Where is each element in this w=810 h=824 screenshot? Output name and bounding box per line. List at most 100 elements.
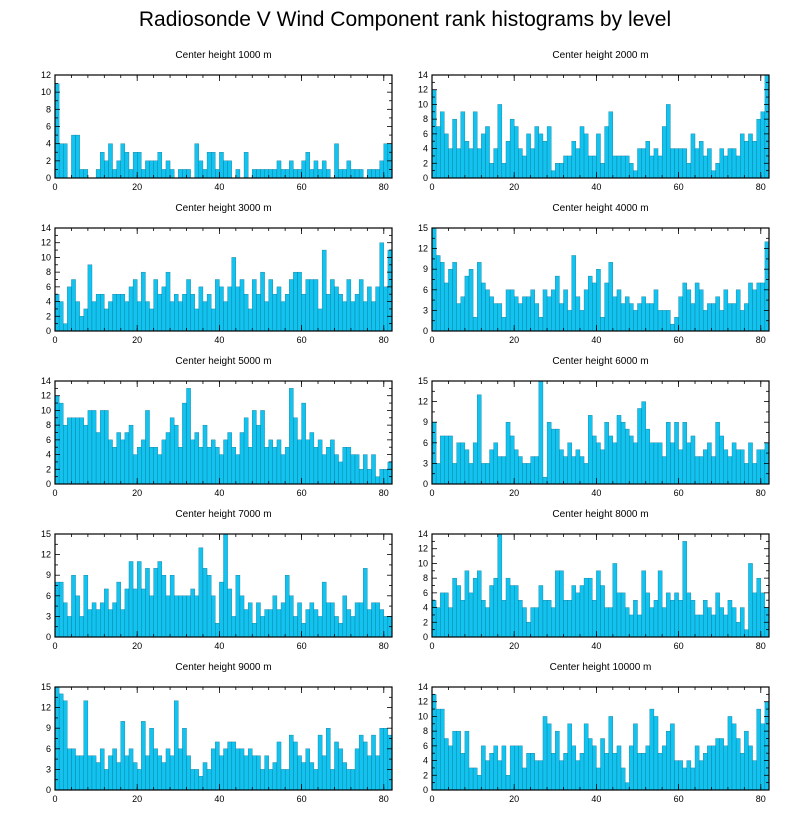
histogram-bar bbox=[367, 169, 372, 179]
histogram-bar bbox=[633, 723, 638, 791]
histogram-bar bbox=[264, 609, 269, 638]
x-tick-label: 20 bbox=[132, 488, 142, 498]
histogram-bar bbox=[268, 169, 273, 179]
histogram-bar bbox=[284, 294, 290, 332]
x-tick-label: 60 bbox=[674, 488, 684, 498]
histogram-bar bbox=[711, 170, 716, 179]
y-tick-label: 6 bbox=[46, 435, 51, 445]
histogram-bar bbox=[633, 442, 638, 485]
histogram-bar bbox=[116, 294, 121, 332]
histogram-bar bbox=[612, 296, 618, 332]
histogram-bar bbox=[608, 716, 614, 791]
histogram-bar bbox=[297, 755, 302, 791]
histogram-bar bbox=[452, 262, 457, 332]
histogram-bar bbox=[358, 734, 364, 791]
histogram-bar bbox=[210, 748, 216, 791]
y-tick-label: 12 bbox=[418, 244, 428, 254]
histogram-bar bbox=[583, 577, 589, 638]
histogram-bar bbox=[153, 447, 158, 485]
histogram-bar bbox=[694, 148, 700, 179]
histogram-bar bbox=[530, 148, 535, 179]
histogram-bar bbox=[342, 595, 347, 638]
y-tick-label: 10 bbox=[418, 711, 428, 721]
histogram-bar bbox=[174, 424, 179, 485]
histogram-bar bbox=[231, 257, 237, 332]
x-tick-label: 80 bbox=[379, 488, 389, 498]
histogram-bar bbox=[141, 721, 146, 791]
histogram-bar bbox=[174, 595, 179, 638]
x-tick-label: 40 bbox=[591, 641, 601, 651]
histogram-bar bbox=[698, 289, 704, 332]
histogram-bar bbox=[354, 748, 360, 791]
histogram-bar bbox=[674, 148, 679, 179]
histogram-bar bbox=[223, 439, 228, 485]
x-tick-label: 40 bbox=[214, 641, 224, 651]
histogram-bar bbox=[485, 463, 490, 485]
histogram-bar bbox=[587, 275, 593, 332]
histogram-bar bbox=[330, 602, 335, 638]
histogram-bar bbox=[489, 296, 494, 332]
histogram-bar bbox=[260, 169, 265, 179]
histogram-bar bbox=[719, 148, 724, 179]
histogram-bar bbox=[194, 308, 200, 332]
y-tick-label: 2 bbox=[423, 770, 428, 780]
histogram-bar bbox=[452, 118, 457, 179]
histogram-bar bbox=[592, 745, 597, 791]
histogram-bar bbox=[653, 289, 659, 332]
histogram-bar bbox=[363, 454, 368, 485]
histogram-bar bbox=[727, 716, 733, 791]
histogram-bar bbox=[301, 160, 306, 179]
histogram-bar bbox=[272, 595, 278, 638]
histogram-bar bbox=[317, 308, 323, 332]
histogram-bar bbox=[293, 741, 298, 791]
histogram-bar bbox=[645, 303, 650, 332]
histogram-bar bbox=[620, 767, 626, 791]
x-tick-label: 0 bbox=[52, 794, 57, 804]
histogram-bar bbox=[567, 600, 572, 638]
histogram-bar bbox=[481, 600, 486, 638]
histogram-bar bbox=[472, 317, 478, 332]
histogram-bar bbox=[145, 568, 150, 638]
histogram-bar bbox=[526, 753, 531, 791]
y-tick-label: 8 bbox=[423, 726, 428, 736]
histogram-bar bbox=[698, 456, 704, 485]
histogram-bar bbox=[637, 148, 642, 179]
x-tick-label: 40 bbox=[591, 488, 601, 498]
histogram-bar bbox=[104, 769, 109, 791]
histogram-bar bbox=[670, 723, 675, 791]
histogram-bar bbox=[604, 753, 609, 791]
histogram-bar bbox=[460, 296, 466, 332]
histogram-bar bbox=[379, 728, 384, 791]
histogram-bar bbox=[731, 303, 737, 332]
histogram-bar bbox=[268, 769, 273, 791]
histogram-bar bbox=[206, 152, 212, 179]
histogram-bar bbox=[153, 748, 158, 791]
histogram-bar bbox=[132, 279, 138, 332]
histogram-bar bbox=[435, 708, 441, 791]
histogram-bar bbox=[383, 616, 389, 638]
histogram-bar bbox=[104, 588, 109, 638]
histogram-bar bbox=[464, 141, 470, 179]
histogram-bar bbox=[75, 755, 80, 791]
y-tick-label: 0 bbox=[46, 479, 51, 489]
histogram-bar bbox=[161, 439, 167, 485]
histogram-bar bbox=[534, 456, 540, 485]
histogram-bar bbox=[505, 141, 511, 179]
y-tick-label: 8 bbox=[423, 114, 428, 124]
histogram-bar bbox=[194, 595, 200, 638]
histogram-bar bbox=[526, 622, 531, 638]
histogram-bar bbox=[321, 454, 327, 485]
histogram-bar bbox=[182, 169, 187, 179]
histogram-bar bbox=[309, 279, 315, 332]
histogram-bar bbox=[452, 730, 457, 791]
y-tick-label: 6 bbox=[46, 591, 51, 601]
histogram-bar bbox=[670, 442, 675, 485]
y-tick-label: 2 bbox=[46, 156, 51, 166]
histogram-bar bbox=[280, 602, 286, 638]
x-tick-label: 40 bbox=[591, 794, 601, 804]
histogram-bar bbox=[206, 769, 212, 791]
histogram-bar bbox=[239, 748, 245, 791]
histogram-bar bbox=[707, 148, 712, 179]
histogram-bar bbox=[231, 447, 237, 485]
histogram-bar bbox=[670, 148, 675, 179]
